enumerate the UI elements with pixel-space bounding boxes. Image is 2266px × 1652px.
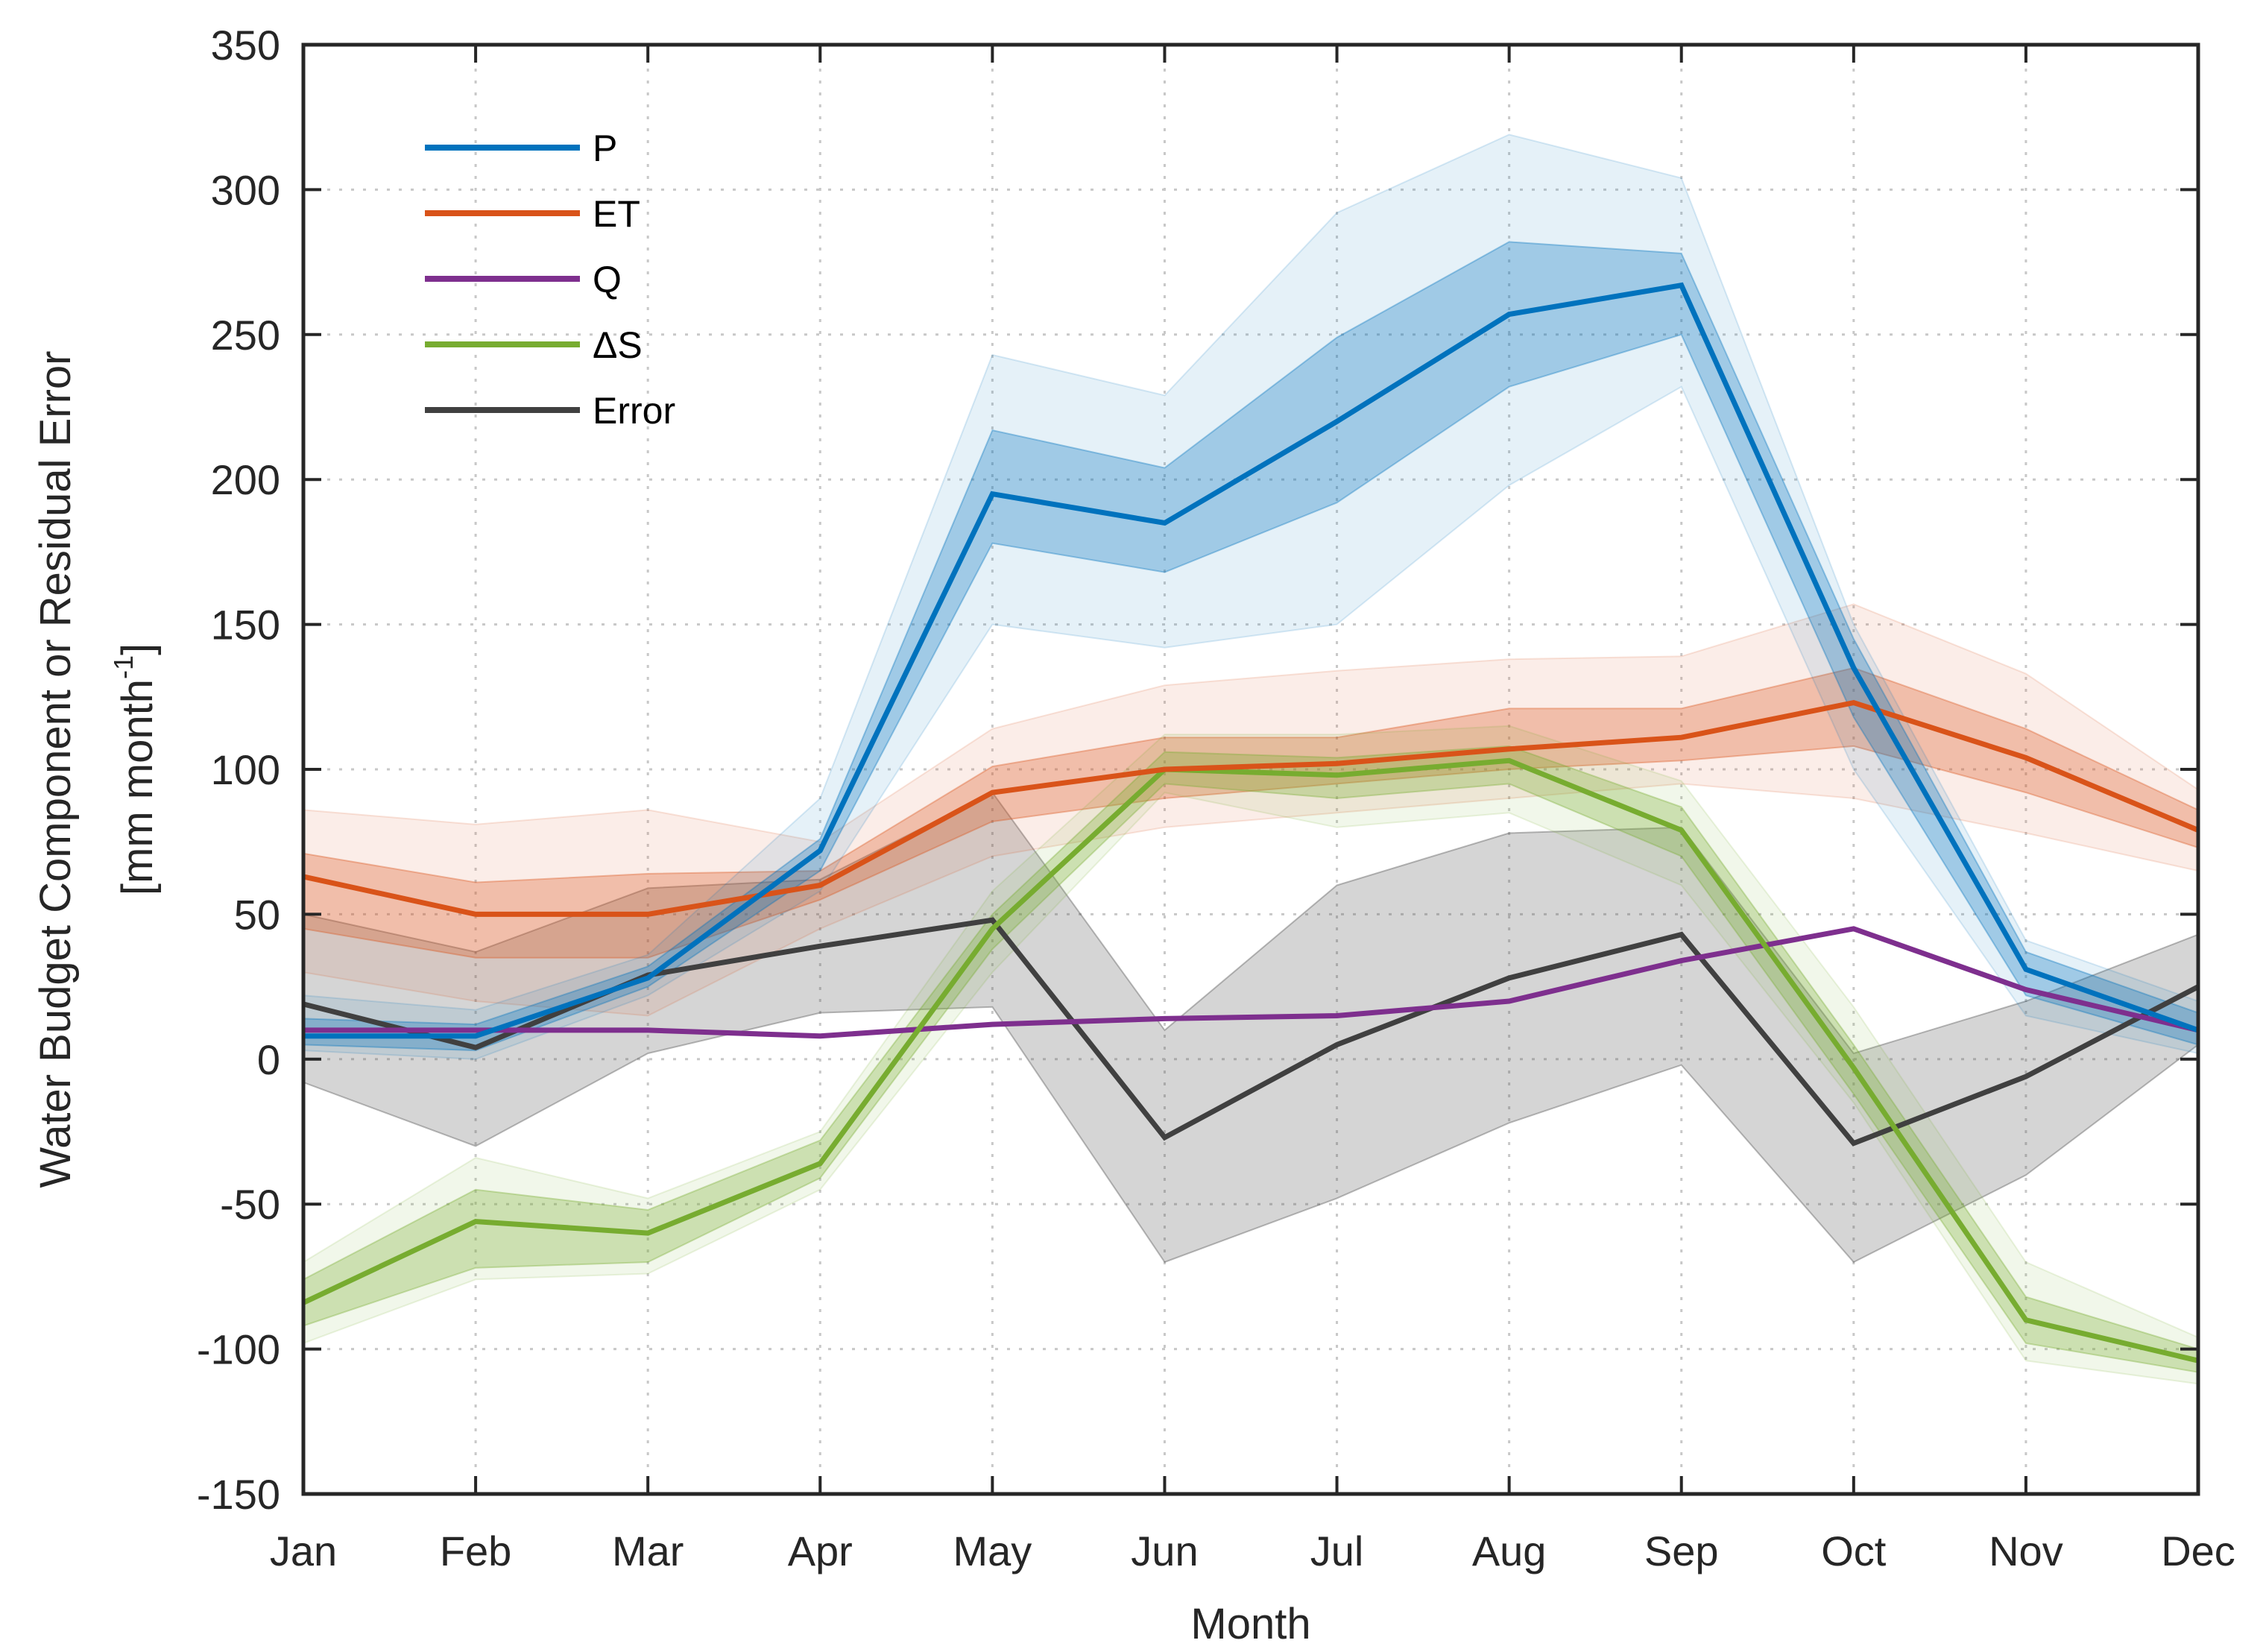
x-tick-label: Apr bbox=[788, 1528, 853, 1574]
y-tick-label: 150 bbox=[211, 602, 280, 649]
legend-label-3: ΔS bbox=[593, 324, 643, 366]
y-axis-unit-close: ] bbox=[113, 643, 162, 655]
x-tick-label: Dec bbox=[2161, 1528, 2235, 1574]
x-tick-label: Nov bbox=[1989, 1528, 2063, 1574]
x-tick-label: Jun bbox=[1131, 1528, 1198, 1574]
series-0-line bbox=[303, 282, 2200, 1039]
y-axis-unit-exponent: -1 bbox=[108, 655, 139, 679]
y-tick-label: 250 bbox=[211, 312, 280, 359]
y-tick-label: 50 bbox=[234, 891, 280, 938]
y-axis-label-line1: Water Budget Component or Residual Error bbox=[31, 351, 80, 1188]
y-tick-label: 200 bbox=[211, 456, 280, 503]
plot-background bbox=[303, 45, 2198, 1494]
y-tick-label: 100 bbox=[211, 746, 280, 793]
y-tick-label: -100 bbox=[197, 1326, 280, 1373]
axis-ticks: Jan Feb Mar Apr May Jun Jul Aug Sep Oct Nov Dec -150… bbox=[197, 22, 2235, 1574]
x-tick-label: Aug bbox=[1472, 1528, 1547, 1574]
legend: P ET Q ΔS Error bbox=[425, 127, 675, 432]
y-tick-label: -150 bbox=[197, 1471, 280, 1518]
y-tick-label: 300 bbox=[211, 166, 280, 213]
x-tick-label: Jul bbox=[1310, 1528, 1364, 1574]
y-tick-label: 0 bbox=[257, 1036, 280, 1083]
x-axis-label: Month bbox=[1190, 1600, 1310, 1648]
series-lines bbox=[302, 282, 2200, 1363]
x-tick-label: Mar bbox=[612, 1528, 684, 1574]
legend-label-4: Error bbox=[593, 390, 675, 432]
legend-label-2: Q bbox=[593, 259, 622, 300]
y-axis-label-line2: [mm month-1] bbox=[108, 643, 162, 895]
y-axis-unit: [mm month bbox=[113, 679, 162, 895]
x-tick-label: May bbox=[953, 1528, 1032, 1574]
legend-label-1: ET bbox=[593, 193, 640, 235]
y-tick-label: -50 bbox=[220, 1181, 280, 1228]
x-tick-label: Feb bbox=[440, 1528, 512, 1574]
x-tick-label: Oct bbox=[1821, 1528, 1887, 1574]
series-3-line bbox=[302, 757, 2199, 1363]
x-tick-label: Sep bbox=[1644, 1528, 1719, 1574]
series-2-line bbox=[303, 926, 2199, 1039]
y-axis-label: Water Budget Component or Residual Error… bbox=[31, 351, 162, 1188]
x-tick-label: Jan bbox=[270, 1528, 337, 1574]
series-1-line bbox=[303, 699, 2200, 917]
y-tick-label: 350 bbox=[211, 22, 280, 69]
legend-label-0: P bbox=[593, 127, 617, 169]
